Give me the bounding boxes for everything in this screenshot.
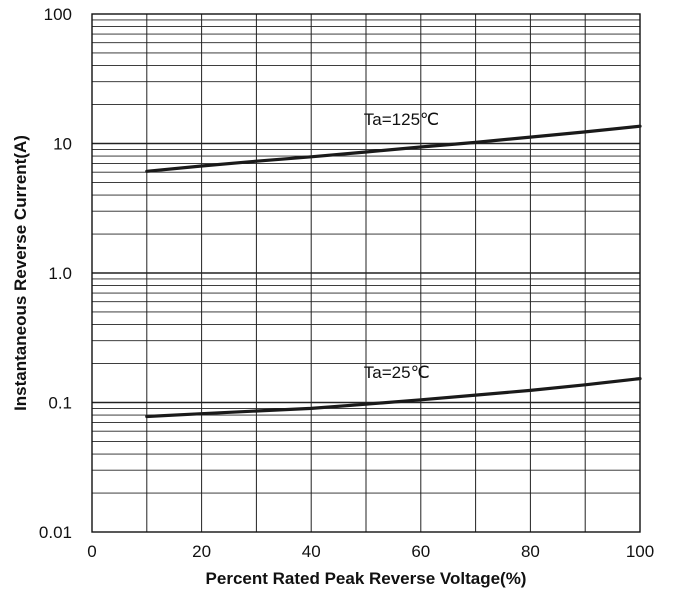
- y-tick-label: 0.01: [39, 523, 72, 542]
- series-layer: Ta=125℃ Ta=25℃: [145, 110, 642, 419]
- x-tick-label: 0: [87, 542, 96, 561]
- x-tick-label: 40: [302, 542, 321, 561]
- y-tick-label: 0.1: [48, 394, 72, 413]
- x-tick-labels: 0 20 40 60 80 100: [87, 542, 654, 561]
- y-tick-label: 100: [44, 5, 72, 24]
- y-axis-title: Instantaneous Reverse Current(A): [11, 135, 30, 411]
- series-line-1: [145, 124, 642, 173]
- y-tick-label: 10: [53, 135, 72, 154]
- grid: [92, 14, 640, 532]
- series-label-2: Ta=25℃: [364, 363, 430, 382]
- x-tick-label: 20: [192, 542, 211, 561]
- y-tick-labels: 0.01 0.1 1.0 10 100: [39, 5, 72, 542]
- x-tick-label: 100: [626, 542, 654, 561]
- series-label-1: Ta=125℃: [364, 110, 439, 129]
- x-tick-label: 60: [411, 542, 430, 561]
- x-tick-label: 80: [521, 542, 540, 561]
- y-tick-label: 1.0: [48, 264, 72, 283]
- x-axis-title: Percent Rated Peak Reverse Voltage(%): [206, 569, 527, 588]
- series-line-2: [145, 377, 642, 419]
- plot-frame: [91, 13, 641, 533]
